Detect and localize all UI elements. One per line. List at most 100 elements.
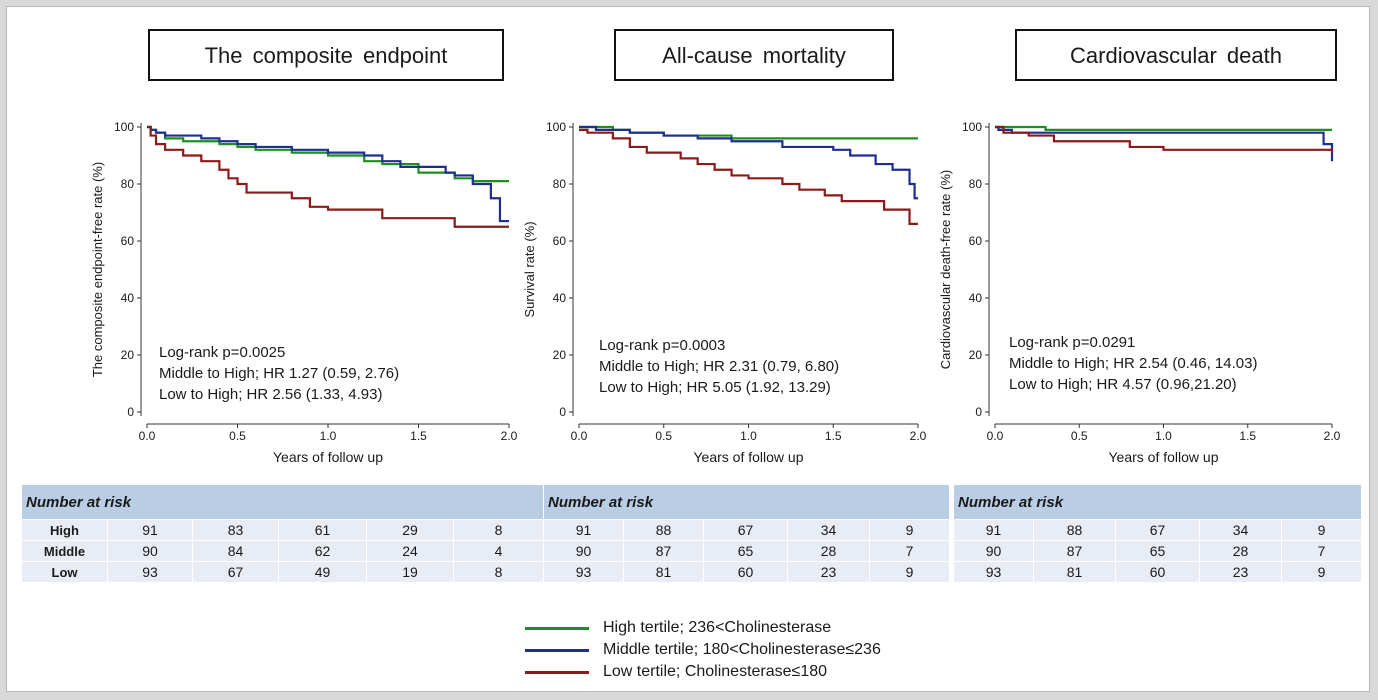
figure-frame: The composite endpoint All-cause mortali… [6,6,1370,692]
risk-cell: 9 [1280,519,1363,541]
panel-title-all-cause: All-cause mortality [614,29,894,81]
risk-cell: 87 [623,540,704,562]
risk-table-cardiovascular: Number at risk 91 88 67 34 9 90 87 65 28… [952,484,1363,583]
legend-swatch-high [525,626,589,630]
risk-cell: 93 [107,561,193,583]
risk-cell: 90 [543,540,624,562]
risk-row-low: 93 81 60 23 9 [953,561,1363,583]
risk-cell: 93 [953,561,1034,583]
chart-cardiovascular-death: 0 20 40 60 80 100 0.0 0.5 1.0 1.5 2.0 Years of foll… [938,120,1341,465]
risk-row-label: Low [21,561,108,583]
stat-annotation-line: Log-rank p=0.0003 [599,337,725,354]
y-tick-label: 20 [553,348,567,362]
series-line-low [147,125,509,228]
risk-cell: 90 [953,540,1034,562]
risk-row-high: High 91 83 61 29 8 [21,519,545,541]
stat-annotation-line: Log-rank p=0.0291 [1009,334,1135,351]
risk-cell: 91 [953,519,1034,541]
x-tick-label: 0.0 [987,429,1004,443]
risk-cell: 24 [366,540,454,562]
risk-cell: 83 [192,519,279,541]
risk-cell: 9 [1280,561,1363,583]
risk-cell: 34 [1199,519,1282,541]
y-tick-label: 20 [969,348,983,362]
risk-cell: 23 [787,561,870,583]
risk-cell: 65 [1115,540,1200,562]
risk-row-low: Low 93 67 49 19 8 [21,561,545,583]
risk-cell: 93 [543,561,624,583]
x-tick-label: 2.0 [1324,429,1341,443]
series-line-middle [579,125,918,200]
risk-cell: 19 [366,561,454,583]
x-tick-label: 0.5 [655,429,672,443]
risk-row-middle: 90 87 65 28 7 [953,540,1363,562]
risk-cell: 88 [1033,519,1116,541]
risk-cell: 60 [703,561,788,583]
y-tick-label: 60 [121,234,135,248]
x-tick-label: 2.0 [910,429,927,443]
series-line-low [579,128,918,225]
y-tick-label: 80 [969,177,983,191]
risk-row-middle: 90 87 65 28 7 [543,540,951,562]
risk-cell: 81 [1033,561,1116,583]
panel-title-composite: The composite endpoint [148,29,504,81]
stat-annotation-line: Middle to High; HR 1.27 (0.59, 2.76) [159,365,399,382]
legend-swatch-middle [525,648,589,652]
risk-cell: 91 [107,519,193,541]
y-tick-label: 0 [127,405,134,419]
legend-label-high: High tertile; 236<Cholinesterase [603,619,832,636]
x-tick-label: 0.5 [1071,429,1088,443]
stat-annotation-line: Middle to High; HR 2.54 (0.46, 14.03) [1009,355,1257,372]
risk-cell: 67 [1115,519,1200,541]
risk-cell: 84 [192,540,279,562]
y-tick-label: 100 [114,120,134,134]
series-line-middle [995,125,1334,162]
x-tick-label: 1.0 [320,429,337,443]
risk-cell: 9 [868,519,951,541]
risk-cell: 28 [1199,540,1282,562]
risk-cell: 23 [1199,561,1282,583]
risk-cell: 8 [452,519,545,541]
risk-header: Number at risk [20,484,545,520]
x-axis-label: Years of follow up [273,449,383,465]
x-tick-label: 1.0 [1155,429,1172,443]
x-tick-label: 1.0 [740,429,757,443]
stat-annotation-line: Middle to High; HR 2.31 (0.79, 6.80) [599,358,839,375]
risk-row-high: 91 88 67 34 9 [543,519,951,541]
x-axis-label: Years of follow up [694,449,804,465]
risk-row-label: Middle [21,540,108,562]
x-tick-label: 0.0 [139,429,156,443]
legend-label-middle: Middle tertile; 180<Cholinesterase≤236 [603,641,881,658]
stat-annotation-line: Log-rank p=0.0025 [159,344,285,361]
risk-table-all-cause: Number at risk 91 88 67 34 9 90 87 65 28… [542,484,951,583]
risk-cell: 62 [278,540,367,562]
risk-cell: 65 [703,540,788,562]
y-tick-label: 20 [121,348,135,362]
risk-cell: 8 [452,561,545,583]
risk-row-label: High [21,519,108,541]
x-tick-label: 1.5 [410,429,427,443]
risk-cell: 4 [452,540,545,562]
risk-cell: 91 [543,519,624,541]
risk-cell: 60 [1115,561,1200,583]
y-tick-label: 60 [969,234,983,248]
legend-item-middle: Middle tertile; 180<Cholinesterase≤236 [525,639,881,661]
legend: High tertile; 236<Cholinesterase Middle … [525,617,881,683]
stat-annotation-line: Low to High; HR 5.05 (1.92, 13.29) [599,379,831,396]
legend-item-low: Low tertile; Cholinesterase≤180 [525,661,881,683]
y-tick-label: 80 [121,177,135,191]
y-tick-label: 100 [962,120,982,134]
x-tick-label: 1.5 [825,429,842,443]
legend-item-high: High tertile; 236<Cholinesterase [525,617,881,639]
risk-cell: 28 [787,540,870,562]
risk-cell: 67 [703,519,788,541]
series-line-low [995,125,1334,153]
y-axis-label: Survival rate (%) [522,221,537,317]
y-axis-label: The composite endpoint-free rate (%) [90,162,105,377]
risk-header: Number at risk [952,484,1363,520]
x-tick-label: 2.0 [501,429,518,443]
risk-row-high: 91 88 67 34 9 [953,519,1363,541]
risk-cell: 81 [623,561,704,583]
risk-table-composite: Number at risk High 91 83 61 29 8 Middle… [20,484,545,583]
risk-header: Number at risk [542,484,951,520]
